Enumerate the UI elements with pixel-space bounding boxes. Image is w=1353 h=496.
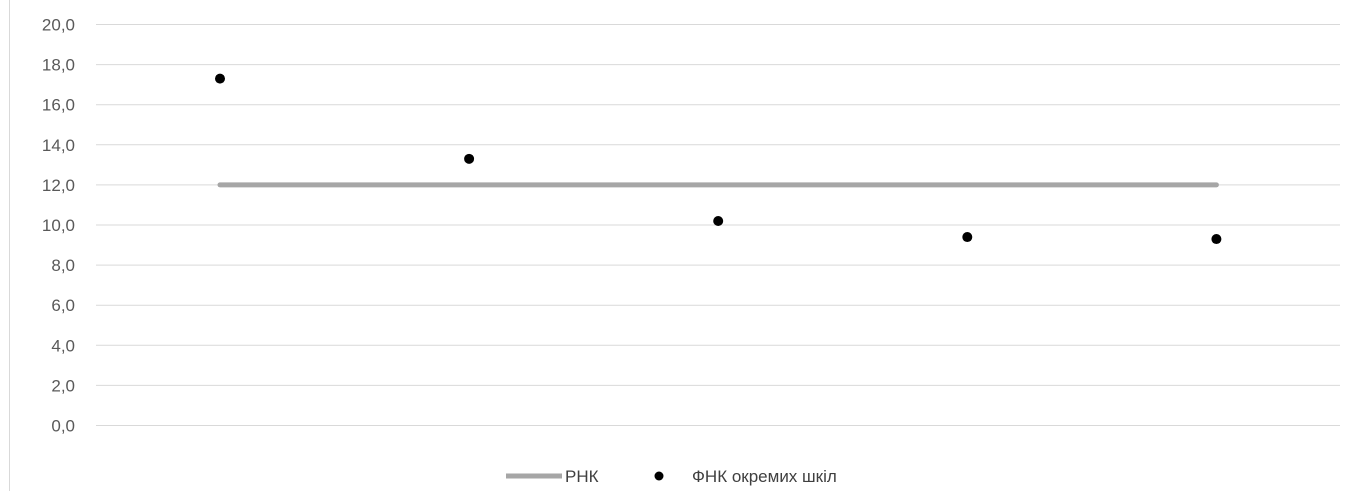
- data-point: [215, 73, 225, 84]
- plot-series: [215, 73, 1222, 245]
- y-tick-label: 8,0: [51, 256, 75, 275]
- legend-label-fnk: ФНК окремих шкіл: [692, 467, 837, 486]
- data-point: [962, 232, 973, 243]
- gridlines: [96, 24, 1340, 426]
- y-tick-label: 10,0: [42, 216, 75, 235]
- legend-marker-swatch: [654, 471, 664, 481]
- legend: РНК ФНК окремих шкіл: [506, 467, 837, 486]
- y-tick-label: 12,0: [42, 176, 75, 195]
- data-point: [713, 215, 724, 226]
- data-point: [464, 153, 475, 164]
- y-tick-label: 18,0: [42, 56, 75, 75]
- data-point: [1211, 234, 1222, 245]
- legend-label-rnk: РНК: [565, 467, 599, 486]
- y-tick-label: 0,0: [51, 417, 75, 436]
- y-tick-label: 14,0: [42, 136, 75, 155]
- y-tick-label: 16,0: [42, 96, 75, 115]
- y-tick-label: 20,0: [42, 16, 75, 35]
- y-axis-tick-labels: 0,0 2,0 4,0 6,0 8,0 10,0 12,0 14,0 16,0 18,0 20,0: [42, 16, 75, 436]
- y-tick-label: 6,0: [51, 296, 75, 315]
- y-tick-label: 2,0: [51, 376, 75, 395]
- y-tick-label: 4,0: [51, 336, 75, 355]
